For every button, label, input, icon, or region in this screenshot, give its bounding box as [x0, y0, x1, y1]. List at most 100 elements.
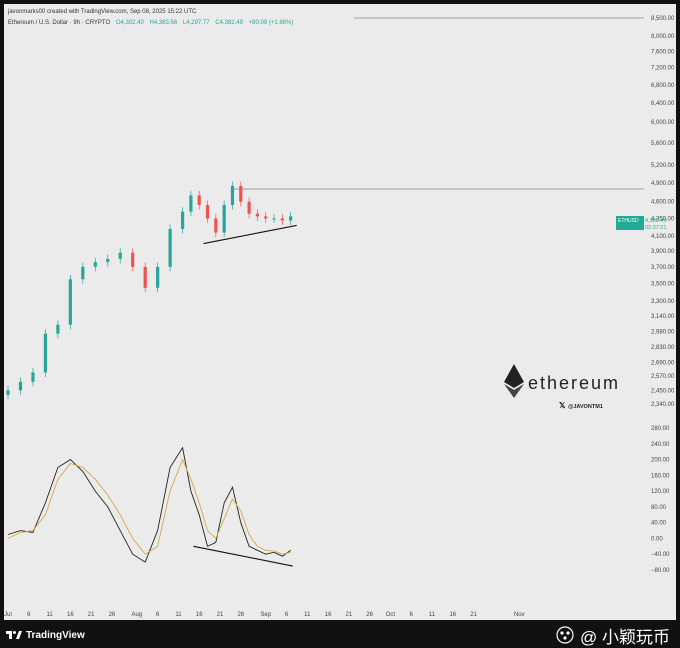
oscillator-line — [7, 446, 291, 563]
candle-body — [68, 279, 72, 325]
price-tick-label: 4,600.00 — [651, 200, 675, 206]
price-tick-label: 6,800.00 — [651, 83, 675, 89]
price-pane — [6, 17, 644, 400]
oscillator-tick-label: 200.00 — [651, 458, 670, 464]
oscillator-tick-label: 40.00 — [651, 521, 667, 527]
time-tick-label: 11 — [429, 612, 436, 618]
social-handle: @JAVONTM1 — [568, 404, 603, 410]
time-tick-label: Aug — [132, 612, 143, 618]
time-tick-label: 21 — [346, 612, 353, 618]
price-tick-label: 6,400.00 — [651, 101, 675, 107]
watermark: @ 小颖玩币 — [556, 623, 670, 648]
candle-body — [247, 201, 251, 214]
price-badge: ETHUSD 4,382.49 02:37:21 — [616, 216, 666, 231]
candle-body — [118, 252, 122, 259]
header-open: O4,302.40 — [116, 20, 145, 26]
oscillator-tick-label: 160.00 — [651, 473, 670, 479]
candle-body — [31, 372, 35, 382]
candle-body — [180, 211, 185, 229]
price-tick-label: 2,830.00 — [651, 345, 675, 351]
candle-body — [168, 228, 172, 267]
oscillator-tick-label: 0.00 — [651, 536, 663, 542]
time-tick-label: 6 — [156, 612, 160, 618]
oscillator-line — [7, 458, 291, 555]
header-attribution: javonmarks00 created with TradingView.co… — [7, 9, 197, 15]
price-badge-price: 4,382.49 — [645, 218, 666, 224]
price-tick-label: 7,200.00 — [651, 66, 675, 72]
candle-body — [255, 213, 260, 217]
oscillator-tick-label: 240.00 — [651, 442, 670, 448]
time-tick-label: Sep — [260, 612, 271, 618]
price-badge-symbol: ETHUSD — [618, 218, 639, 224]
time-tick-label: 11 — [304, 612, 311, 618]
price-tick-label: 2,340.00 — [651, 402, 675, 408]
tradingview-label: TradingView — [26, 629, 85, 641]
header-change: +80.09 (+1.86%) — [249, 20, 294, 26]
time-tick-label: 16 — [67, 612, 74, 618]
price-tick-label: 8,000.00 — [651, 34, 675, 40]
watermark-text: @ 小颖玩币 — [580, 627, 670, 647]
price-tick-label: 4,350.00 — [651, 216, 675, 222]
oscillator-tick-label: −40.00 — [651, 552, 670, 558]
time-tick-label: Oct — [386, 612, 396, 618]
price-tick-label: 2,980.00 — [651, 330, 675, 336]
tradingview-logo-icon — [6, 631, 22, 639]
price-tick-label: 5,600.00 — [651, 141, 675, 147]
time-tick-label: 26 — [366, 612, 373, 618]
candle-body — [214, 218, 218, 233]
price-tick-label: 3,300.00 — [651, 299, 675, 305]
price-tick-label: 6,000.00 — [651, 120, 675, 126]
header-close: C4,382.49 — [215, 20, 243, 26]
time-tick-label: 6 — [27, 612, 31, 618]
oscillator-tick-label: 80.00 — [651, 505, 667, 511]
price-tick-label: 3,140.00 — [651, 314, 675, 320]
time-tick-label: 16 — [449, 612, 456, 618]
ethereum-wordmark: ethereum — [528, 373, 620, 393]
time-tick-label: 16 — [325, 612, 332, 618]
time-tick-label: 21 — [470, 612, 477, 618]
price-tick-label: 4,100.00 — [651, 234, 675, 240]
dots-logo-icon — [556, 626, 574, 644]
time-tick-label: Nov — [514, 612, 525, 618]
price-tick-label: 3,900.00 — [651, 249, 675, 255]
header-ohlc: Ethereum / U.S. Dollar · 9h · CRYPTO O4,… — [8, 20, 293, 26]
time-tick-label: 16 — [196, 612, 203, 618]
candle-body — [197, 195, 201, 206]
footer-bar: TradingView @ 小颖玩币 — [0, 622, 680, 648]
header-symbol: Ethereum / U.S. Dollar · 9h · CRYPTO — [8, 20, 110, 26]
ethereum-brand: ethereum 𝕏 @JAVONTM1 — [504, 364, 620, 410]
candle-body — [81, 266, 85, 280]
oscillator-tick-label: −80.00 — [651, 568, 670, 574]
time-tick-label: 11 — [46, 612, 53, 618]
candle-body — [230, 185, 235, 206]
time-tick-label: 26 — [237, 612, 244, 618]
candle-body — [143, 266, 147, 288]
price-tick-label: 8,500.00 — [651, 16, 675, 22]
time-tick-label: 21 — [217, 612, 224, 618]
oscillator-pane — [7, 446, 293, 567]
price-badge-box — [616, 216, 644, 230]
tradingview-brand[interactable]: TradingView — [6, 629, 85, 641]
candle-body — [189, 195, 193, 212]
header-low: L4,297.77 — [183, 20, 210, 26]
chart-panel: javonmarks00 created with TradingView.co… — [4, 4, 676, 620]
price-tick-label: 2,570.00 — [651, 374, 675, 380]
price-tick-label: 2,690.00 — [651, 360, 675, 366]
price-tick-label: 5,200.00 — [651, 163, 675, 169]
oscillator-tick-label: 280.00 — [651, 426, 670, 432]
header-high: H4,383.56 — [150, 20, 178, 26]
candle-body — [18, 381, 23, 391]
oscillator-tick-label: 120.00 — [651, 489, 670, 495]
candle-body — [239, 185, 243, 202]
price-axis[interactable]: 8,500.00 8,000.00 7,600.00 7,200.00 6,800.00… — [651, 16, 675, 574]
candle-body — [56, 324, 60, 334]
candle-body — [6, 390, 10, 395]
chart-canvas[interactable]: javonmarks00 created with TradingView.co… — [4, 4, 676, 620]
time-tick-label: Jul — [4, 612, 12, 618]
time-axis[interactable]: Jul 6 11 16 21 26 Aug 6 11 16 21 26 Sep 6 11 16 21 26 Oct 6… — [4, 612, 524, 618]
candle-body — [280, 218, 284, 221]
price-tick-label: 2,450.00 — [651, 388, 675, 394]
price-badge-countdown: 02:37:21 — [645, 225, 666, 231]
candle-body — [205, 205, 210, 219]
svg-text:𝕏: 𝕏 — [559, 401, 566, 410]
